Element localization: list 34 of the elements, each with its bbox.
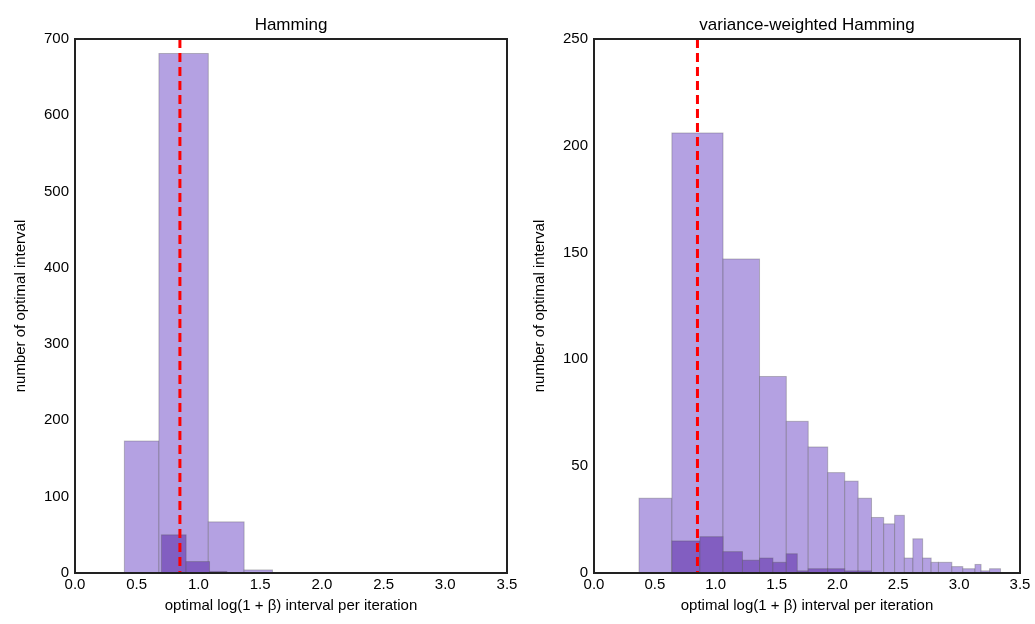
x-tick-label: 3.0: [948, 574, 970, 592]
y-axis-title: number of optimal interval: [11, 219, 28, 393]
x-tick-label: 2.0: [311, 574, 333, 592]
y-tick-label: 100: [43, 486, 69, 504]
y-tick-label: 250: [562, 28, 588, 46]
y-tick-label: 50: [571, 456, 588, 474]
x-tick-label: 1.0: [705, 574, 727, 592]
x-tick-label: 2.5: [373, 574, 394, 592]
chart-title: variance-weighted Hamming: [699, 15, 915, 34]
y-tick-label: 700: [43, 28, 69, 46]
y-tick-label: 200: [43, 410, 69, 428]
x-tick-label: 1.5: [249, 574, 271, 592]
x-tick-label: 0.5: [126, 574, 148, 592]
y-tick-label: 0: [60, 562, 69, 580]
x-tick-label: 3.0: [434, 574, 456, 592]
y-tick-label: 200: [562, 135, 588, 153]
x-tick-label: 2.5: [887, 574, 909, 592]
y-tick-label: 400: [43, 257, 69, 275]
x-tick-label: 0.5: [644, 574, 666, 592]
x-tick-label: 1.5: [766, 574, 787, 592]
y-tick-label: 0: [579, 562, 588, 580]
x-tick-label: 3.5: [1009, 574, 1031, 592]
x-axis-title: optimal log(1 + β) interval per iteration: [680, 596, 934, 613]
x-tick-label: 3.5: [496, 574, 518, 592]
y-tick-label: 100: [562, 349, 588, 367]
y-tick-label: 150: [562, 242, 588, 260]
y-tick-label: 600: [43, 105, 69, 123]
y-axis-title: number of optimal interval: [530, 219, 547, 393]
x-tick-label: 1.0: [188, 574, 209, 592]
x-tick-label: 2.0: [827, 574, 848, 592]
y-tick-label: 500: [43, 181, 69, 199]
x-axis-title: optimal log(1 + β) interval per iteration: [164, 596, 418, 613]
chart-title: Hamming: [254, 15, 328, 34]
y-tick-label: 300: [43, 334, 69, 352]
